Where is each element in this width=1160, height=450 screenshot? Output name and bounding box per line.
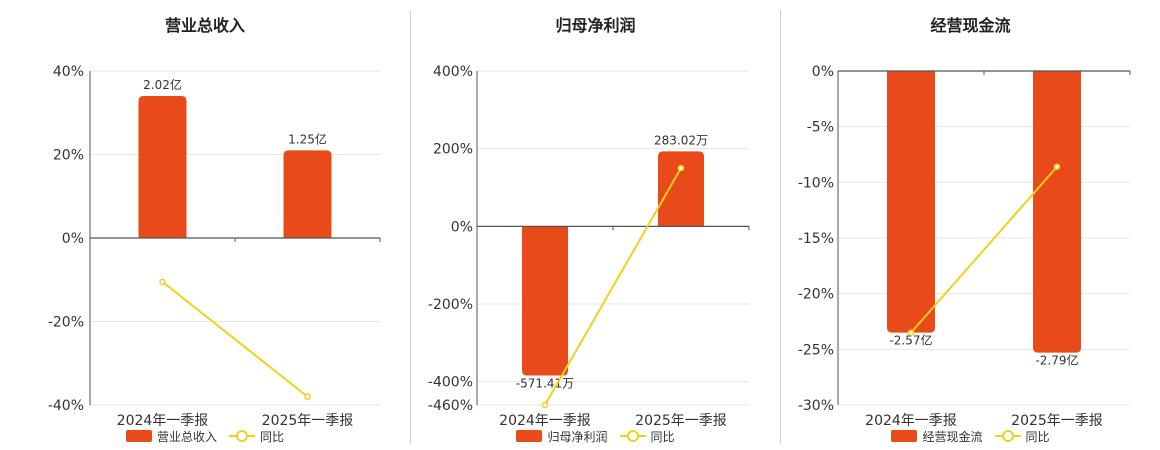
chart-title: 营业总收入 xyxy=(164,16,245,35)
legend-bar-swatch xyxy=(125,430,152,442)
yoy-line xyxy=(161,281,309,398)
yoy-line xyxy=(910,166,1058,334)
legend-bar-label: 归母净利润 xyxy=(547,429,608,444)
chart-title: 经营现金流 xyxy=(930,16,1011,35)
x-tick-label: 2025年一季报 xyxy=(635,413,727,429)
y-tick-label: -30% xyxy=(798,398,834,414)
legend-item-bar[interactable]: 归母净利润 xyxy=(516,428,608,445)
y-tick-label: -40% xyxy=(48,398,84,414)
x-tick-label: 2024年一季报 xyxy=(499,413,591,429)
legend-line-label: 同比 xyxy=(650,429,675,444)
chart-panel-cash-flow: 经营现金流 0% -5% -10% -15% -20% -25% -30% -2.57亿 -2.… xyxy=(781,0,1160,450)
legend-bar-swatch xyxy=(516,430,543,442)
chart-title: 归母净利润 xyxy=(555,16,636,35)
yoy-point xyxy=(541,401,549,409)
y-tick-label: 20% xyxy=(53,148,84,164)
grid-lines xyxy=(838,70,1130,406)
y-axis: 400% 200% 0% -200% -400% -460% xyxy=(428,64,473,414)
bar-value-label: -2.79亿 xyxy=(1035,353,1078,368)
y-tick-label: -200% xyxy=(428,297,473,313)
chart-legend: 归母净利润 同比 xyxy=(411,427,780,445)
y-axis: 40% 20% 0% -20% -40% xyxy=(48,64,84,414)
y-tick-label: 200% xyxy=(433,142,473,158)
yoy-point xyxy=(907,329,915,336)
legend-item-bar[interactable]: 营业总收入 xyxy=(125,428,217,445)
y-tick-label: -5% xyxy=(807,120,834,136)
x-tick-label: 2025年一季报 xyxy=(1011,413,1103,429)
y-tick-label: 0% xyxy=(812,64,834,80)
y-tick-label: -10% xyxy=(798,175,834,191)
y-tick-label: 400% xyxy=(433,64,473,80)
chart-net-profit: 400% 200% 0% -200% -400% -460% -571.41万 283.02万… xyxy=(428,64,750,429)
bar-value-label: -571.41万 xyxy=(516,376,574,390)
chart-panel-net-profit: 归母净利润 400% 200% 0% -200% -400% -460% -571.41万 2… xyxy=(411,0,780,450)
bar xyxy=(1033,71,1081,353)
chart-legend: 经营现金流 同比 xyxy=(781,427,1160,445)
panel-divider xyxy=(780,10,781,444)
chart-revenue: 40% 20% 0% -20% -40% 2.02亿 1.25亿 2024年一季报 2025年一… xyxy=(48,64,381,429)
y-tick-label: -20% xyxy=(798,287,834,303)
yoy-point xyxy=(304,393,311,400)
y-tick-label: -460% xyxy=(428,398,473,414)
legend-item-line[interactable]: 同比 xyxy=(994,428,1050,445)
y-tick-label: -20% xyxy=(48,315,84,331)
x-tick-label: 2024年一季报 xyxy=(865,413,957,429)
bar-value-label: 283.02万 xyxy=(654,133,708,147)
y-tick-label: -15% xyxy=(798,231,834,247)
y-tick-label: 0% xyxy=(62,231,84,247)
y-tick-label: -400% xyxy=(428,375,473,391)
bar xyxy=(658,151,704,227)
yoy-point xyxy=(677,164,685,172)
legend-line-swatch xyxy=(619,430,646,442)
panel-divider xyxy=(410,10,411,444)
y-tick-label: -25% xyxy=(798,342,834,358)
y-tick-label: 40% xyxy=(53,64,84,80)
legend-line-label: 同比 xyxy=(1025,429,1050,444)
chart-cash-flow: 0% -5% -10% -15% -20% -25% -30% -2.57亿 -2.79亿 202… xyxy=(798,64,1131,429)
y-axis: 0% -5% -10% -15% -20% -25% -30% xyxy=(798,64,834,414)
chart-legend: 营业总收入 同比 xyxy=(0,427,410,445)
bar-value-label: 2.02亿 xyxy=(143,77,182,92)
yoy-point xyxy=(159,278,166,286)
yoy-line xyxy=(544,167,682,406)
legend-line-label: 同比 xyxy=(260,429,285,444)
x-tick-label: 2024年一季报 xyxy=(117,413,209,429)
bar xyxy=(887,71,935,333)
legend-item-line[interactable]: 同比 xyxy=(229,428,284,445)
legend-bar-swatch xyxy=(891,430,918,442)
legend-line-swatch xyxy=(994,430,1021,442)
bar-value-label: 1.25亿 xyxy=(288,131,327,146)
bar xyxy=(522,226,568,376)
grid-lines xyxy=(477,70,749,406)
y-tick-label: 0% xyxy=(451,219,473,235)
bar xyxy=(283,150,332,238)
bar-value-label: -2.57亿 xyxy=(889,333,932,348)
yoy-point xyxy=(1053,163,1061,170)
chart-panel-revenue: 营业总收入 40% 20% 0% -20% -40% 2.02亿 1.25亿 2024年一季报… xyxy=(0,0,410,450)
x-tick-label: 2025年一季报 xyxy=(262,413,354,429)
legend-bar-label: 营业总收入 xyxy=(156,429,217,444)
legend-item-line[interactable]: 同比 xyxy=(619,428,675,445)
legend-line-swatch xyxy=(229,430,255,442)
legend-bar-label: 经营现金流 xyxy=(922,429,983,444)
bar xyxy=(138,96,187,238)
legend-item-bar[interactable]: 经营现金流 xyxy=(891,428,983,445)
